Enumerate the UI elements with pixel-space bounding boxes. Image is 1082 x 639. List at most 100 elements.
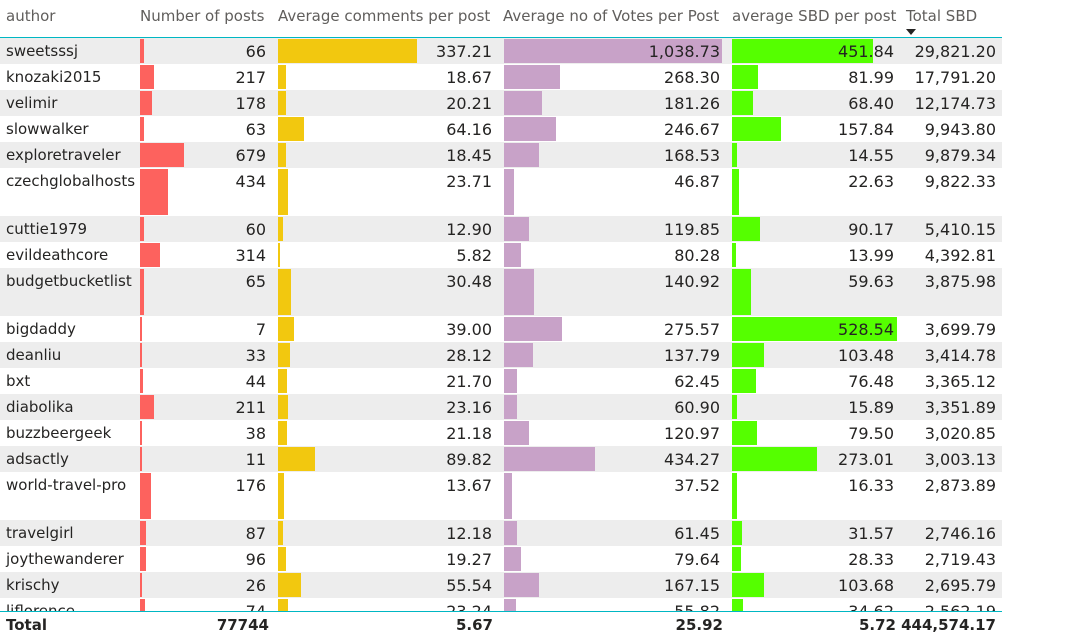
sbd-value: 34.62 (732, 600, 894, 611)
votes-value: 137.79 (664, 346, 720, 365)
total-sbd-value: 2,562.19 (906, 600, 996, 611)
posts-value: 178 (235, 94, 266, 113)
posts-value: 66 (245, 42, 266, 61)
comments-databar (278, 343, 290, 367)
posts-databar (140, 169, 168, 215)
author-cell: krischy (6, 576, 60, 594)
author-cell: exploretraveler (6, 146, 121, 164)
comments-databar (278, 143, 286, 167)
comments-value: 337.21 (436, 42, 492, 61)
table-row[interactable]: krischy 26 55.54 167.15 103.68 2,695.79 (0, 572, 1002, 598)
sbd-databar (732, 573, 764, 597)
comments-value: 39.00 (446, 320, 492, 339)
comments-value: 13.67 (446, 476, 492, 495)
sbd-databar (732, 65, 758, 89)
total-sbd-value: 2,719.43 (924, 550, 996, 569)
column-header-author[interactable]: author (6, 7, 56, 25)
author-cell: cuttie1979 (6, 220, 88, 238)
comments-value: 18.67 (446, 68, 492, 87)
votes-value: 268.30 (664, 68, 720, 87)
sbd-value: 28.33 (848, 550, 894, 569)
table-row[interactable]: evildeathcore 314 5.82 80.28 13.99 4,392.81 (0, 242, 1002, 268)
sbd-databar (732, 39, 873, 63)
table-row[interactable]: cuttie1979 60 12.90 119.85 90.17 5,410.15 (0, 216, 1002, 242)
comments-value: 18.45 (446, 146, 492, 165)
sbd-databar (732, 117, 781, 141)
posts-databar (140, 317, 142, 341)
posts-value: 176 (235, 476, 266, 495)
table-row[interactable]: exploretraveler 679 18.45 168.53 14.55 9,879.… (0, 142, 1002, 168)
votes-value: 167.15 (664, 576, 720, 595)
comments-databar (278, 39, 417, 63)
author-cell: bigdaddy (6, 320, 76, 338)
table-visual: author Number of posts Average comments … (0, 0, 1002, 634)
votes-databar (504, 343, 533, 367)
posts-databar (140, 521, 146, 545)
column-header-sbd[interactable]: average SBD per post (732, 7, 897, 25)
total-sbd-value: 9,879.34 (924, 146, 996, 165)
column-header-total[interactable]: Total SBD (906, 0, 996, 36)
table-row[interactable]: joythewanderer 96 19.27 79.64 28.33 2,719.43 (0, 546, 1002, 572)
comments-value: 12.90 (446, 220, 492, 239)
author-cell: liflorence (6, 602, 76, 611)
table-row[interactable]: czechglobalhosts 434 23.71 46.87 22.63 9,822.… (0, 168, 1002, 216)
comments-databar (278, 573, 301, 597)
posts-databar (140, 473, 151, 519)
sbd-value: 76.48 (848, 372, 894, 391)
table-row[interactable]: slowwalker 63 64.16 246.67 157.84 9,943.80 (0, 116, 1002, 142)
sbd-databar (732, 369, 756, 393)
table-row[interactable]: bxt 44 21.70 62.45 76.48 3,365.12 (0, 368, 1002, 394)
comments-databar (278, 447, 315, 471)
sbd-databar (732, 317, 897, 341)
table-row[interactable]: buzzbeergeek 38 21.18 120.97 79.50 3,020.85 (0, 420, 1002, 446)
table-row[interactable]: travelgirl 87 12.18 61.45 31.57 2,746.16 (0, 520, 1002, 546)
votes-databar (504, 39, 722, 63)
column-header-total-label: Total SBD (906, 7, 978, 25)
table-body[interactable]: sweetsssj 66 337.21 1,038.73 451.84 29,821.20… (0, 38, 1002, 611)
table-row[interactable]: deanliu 33 28.12 137.79 103.48 3,414.78 (0, 342, 1002, 368)
votes-databar (504, 421, 529, 445)
comments-value: 23.16 (446, 398, 492, 417)
posts-value: 679 (235, 146, 266, 165)
table-row[interactable]: velimir 178 20.21 181.26 68.40 12,174.73 (0, 90, 1002, 116)
author-cell: velimir (6, 94, 58, 112)
sort-descending-icon[interactable] (906, 29, 916, 35)
table-row[interactable]: world-travel-pro 176 13.67 37.52 16.33 2,873.… (0, 472, 1002, 520)
posts-value: 96 (245, 550, 266, 569)
column-header-posts[interactable]: Number of posts (140, 7, 265, 25)
author-cell: deanliu (6, 346, 62, 364)
column-header-votes[interactable]: Average no of Votes per Post (503, 7, 720, 25)
posts-value: 63 (245, 120, 266, 139)
author-cell: travelgirl (6, 524, 74, 542)
comments-value: 23.24 (278, 600, 492, 611)
total-sbd-value: 3,699.79 (924, 320, 996, 339)
comments-value: 30.48 (446, 272, 492, 291)
votes-value: 181.26 (664, 94, 720, 113)
table-row[interactable]: adsactly 11 89.82 434.27 273.01 3,003.13 (0, 446, 1002, 472)
sbd-value: 31.57 (848, 524, 894, 543)
posts-databar (140, 143, 184, 167)
posts-value: 26 (245, 576, 266, 595)
table-row[interactable]: sweetsssj 66 337.21 1,038.73 451.84 29,821.20 (0, 38, 1002, 64)
total-sbd-value: 9,822.33 (924, 172, 996, 191)
totals-posts: 77744 (216, 616, 269, 634)
table-row[interactable]: bigdaddy 7 39.00 275.57 528.54 3,699.79 (0, 316, 1002, 342)
sbd-databar (732, 243, 736, 267)
sbd-databar (732, 91, 753, 115)
column-header-comments[interactable]: Average comments per post (278, 7, 491, 25)
author-cell: knozaki2015 (6, 68, 102, 86)
sbd-value: 15.89 (848, 398, 894, 417)
author-cell: czechglobalhosts (6, 172, 136, 190)
table-row[interactable]: knozaki2015 217 18.67 268.30 81.99 17,791.20 (0, 64, 1002, 90)
table-row[interactable]: diabolika 211 23.16 60.90 15.89 3,351.89 (0, 394, 1002, 420)
table-row[interactable]: liflorence 74 23.24 55.82 34.62 2,562.19 (0, 598, 1002, 611)
sbd-databar (732, 343, 764, 367)
totals-votes: 25.92 (675, 616, 723, 634)
comments-databar (278, 269, 291, 315)
sbd-databar (732, 217, 760, 241)
table-row[interactable]: budgetbucketlist 65 30.48 140.92 59.63 3,875.… (0, 268, 1002, 316)
sbd-databar (732, 269, 751, 315)
posts-databar (140, 369, 143, 393)
comments-value: 21.70 (446, 372, 492, 391)
total-sbd-value: 17,791.20 (914, 68, 996, 87)
